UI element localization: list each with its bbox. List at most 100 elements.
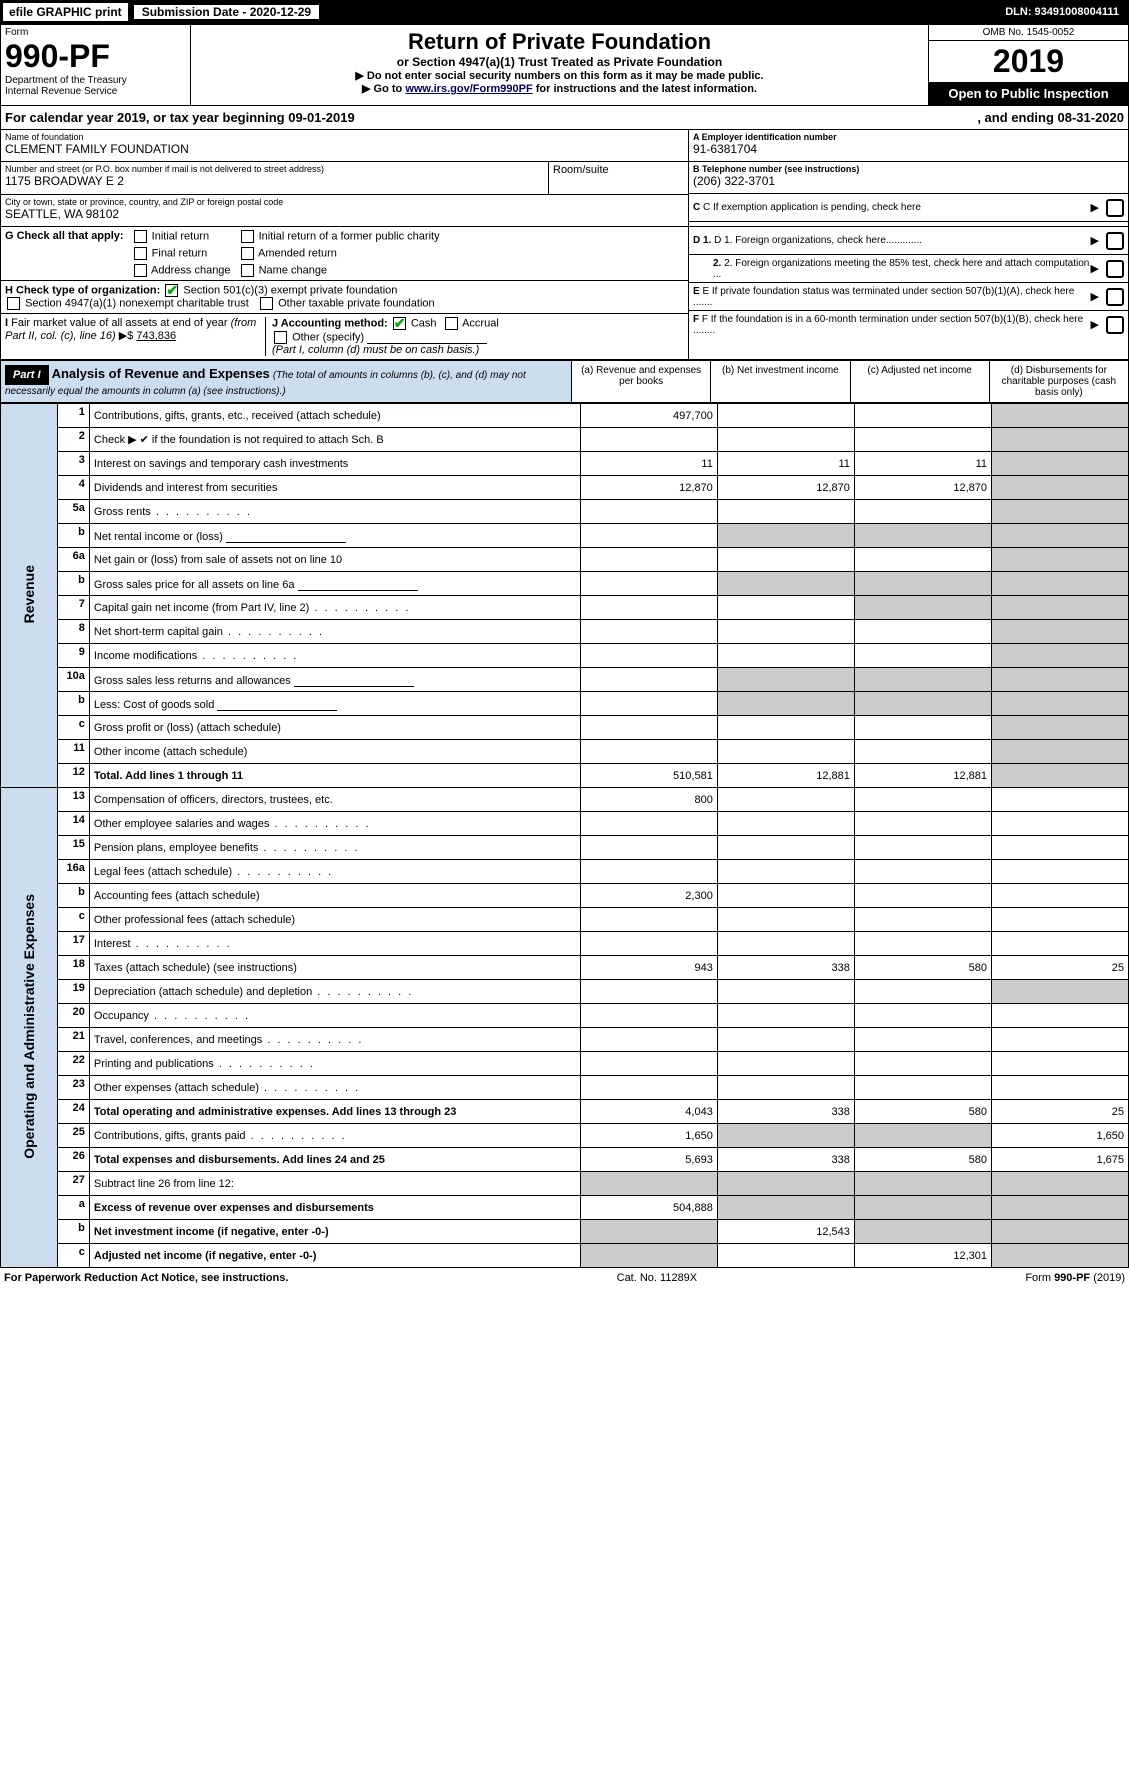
d2-checkbox[interactable] — [1106, 260, 1124, 278]
col-b-hdr: (b) Net investment income — [710, 361, 849, 402]
irs-link[interactable]: www.irs.gov/Form990PF — [405, 83, 532, 95]
cb-cash[interactable] — [393, 317, 406, 330]
cb-other-tax[interactable] — [260, 297, 273, 310]
form-title-row: Form 990-PF Department of the Treasury I… — [0, 24, 1129, 106]
form-number: 990-PF — [5, 38, 186, 75]
table-row: 18Taxes (attach schedule) (see instructi… — [1, 956, 1129, 980]
cb-name-chg[interactable] — [241, 264, 254, 277]
dln: DLN: 93491008004111 — [997, 6, 1127, 18]
room-label: Room/suite — [553, 164, 684, 176]
instr1: ▶ Do not enter social security numbers o… — [195, 69, 924, 82]
c-checkbox[interactable] — [1106, 199, 1124, 217]
table-row: bNet rental income or (loss) — [1, 524, 1129, 548]
i-label: I Fair market value of all assets at end… — [5, 317, 256, 342]
table-row: 20Occupancy — [1, 1004, 1129, 1028]
table-row: cAdjusted net income (if negative, enter… — [1, 1244, 1129, 1268]
open-public: Open to Public Inspection — [929, 82, 1128, 105]
table-row: Operating and Administrative Expenses13C… — [1, 788, 1129, 812]
table-row: 22Printing and publications — [1, 1052, 1129, 1076]
cb-accrual[interactable] — [445, 317, 458, 330]
cb-addr-chg[interactable] — [134, 264, 147, 277]
table-row: bLess: Cost of goods sold — [1, 692, 1129, 716]
table-row: 14Other employee salaries and wages — [1, 812, 1129, 836]
table-row: 15Pension plans, employee benefits — [1, 836, 1129, 860]
table-row: 9Income modifications — [1, 644, 1129, 668]
cal-year-begin: For calendar year 2019, or tax year begi… — [5, 110, 977, 125]
d1-label: D 1. D 1. Foreign organizations, check h… — [693, 235, 1090, 246]
cb-initial[interactable] — [134, 230, 147, 243]
j-label: J Accounting method: — [272, 317, 388, 329]
g-label: G Check all that apply: — [5, 230, 124, 242]
d1-checkbox[interactable] — [1106, 232, 1124, 250]
table-row: 12Total. Add lines 1 through 11510,58112… — [1, 764, 1129, 788]
table-row: cOther professional fees (attach schedul… — [1, 908, 1129, 932]
table-row: cGross profit or (loss) (attach schedule… — [1, 716, 1129, 740]
table-row: 19Depreciation (attach schedule) and dep… — [1, 980, 1129, 1004]
cal-year-end: , and ending 08-31-2020 — [977, 110, 1124, 125]
cb-4947[interactable] — [7, 297, 20, 310]
table-row: 11Other income (attach schedule) — [1, 740, 1129, 764]
foundation-name: CLEMENT FAMILY FOUNDATION — [5, 142, 684, 156]
table-row: bAccounting fees (attach schedule)2,300 — [1, 884, 1129, 908]
irs: Internal Revenue Service — [5, 86, 186, 97]
cb-501c3[interactable] — [165, 284, 178, 297]
table-row: 5aGross rents — [1, 500, 1129, 524]
part1-badge: Part I — [5, 365, 49, 385]
footer: For Paperwork Reduction Act Notice, see … — [0, 1268, 1129, 1288]
table-row: Revenue1Contributions, gifts, grants, et… — [1, 404, 1129, 428]
col-a-hdr: (a) Revenue and expenses per books — [571, 361, 710, 402]
table-row: 24Total operating and administrative exp… — [1, 1100, 1129, 1124]
name-label: Name of foundation — [5, 132, 684, 142]
footer-mid: Cat. No. 11289X — [617, 1272, 698, 1284]
j-note: (Part I, column (d) must be on cash basi… — [272, 344, 479, 356]
table-row: 7Capital gain net income (from Part IV, … — [1, 596, 1129, 620]
address: 1175 BROADWAY E 2 — [5, 174, 544, 188]
instr2: ▶ Go to www.irs.gov/Form990PF for instru… — [195, 82, 924, 95]
col-d-hdr: (d) Disbursements for charitable purpose… — [989, 361, 1128, 402]
main-title: Return of Private Foundation — [195, 29, 924, 55]
c-label: C C If exemption application is pending,… — [693, 202, 1090, 213]
table-row: 10aGross sales less returns and allowanc… — [1, 668, 1129, 692]
table-row: 23Other expenses (attach schedule) — [1, 1076, 1129, 1100]
e-checkbox[interactable] — [1106, 288, 1124, 306]
footer-left: For Paperwork Reduction Act Notice, see … — [4, 1272, 288, 1284]
tax-year: 2019 — [929, 41, 1128, 82]
f-label: F F If the foundation is in a 60-month t… — [693, 314, 1090, 336]
cb-amended[interactable] — [241, 247, 254, 260]
table-row: 6aNet gain or (loss) from sale of assets… — [1, 548, 1129, 572]
efile-label: efile GRAPHIC print — [2, 2, 129, 22]
analysis-header: Part I Analysis of Revenue and Expenses … — [0, 360, 1129, 403]
table-row: 26Total expenses and disbursements. Add … — [1, 1148, 1129, 1172]
form-word: Form — [5, 27, 186, 38]
table-row: 17Interest — [1, 932, 1129, 956]
table-row: aExcess of revenue over expenses and dis… — [1, 1196, 1129, 1220]
phone-label: B Telephone number (see instructions) — [693, 164, 1124, 174]
col-c-hdr: (c) Adjusted net income — [850, 361, 989, 402]
h-label: H Check type of organization: — [5, 284, 160, 296]
table-row: 25Contributions, gifts, grants paid1,650… — [1, 1124, 1129, 1148]
omb: OMB No. 1545-0052 — [929, 25, 1128, 41]
part1-title: Analysis of Revenue and Expenses — [52, 366, 270, 381]
f-checkbox[interactable] — [1106, 316, 1124, 334]
phone: (206) 322-3701 — [693, 174, 1124, 188]
header-bar: efile GRAPHIC print Submission Date - 20… — [0, 0, 1129, 24]
city: SEATTLE, WA 98102 — [5, 207, 684, 221]
table-row: 8Net short-term capital gain — [1, 620, 1129, 644]
subtitle: or Section 4947(a)(1) Trust Treated as P… — [195, 55, 924, 69]
table-row: 21Travel, conferences, and meetings — [1, 1028, 1129, 1052]
addr-label: Number and street (or P.O. box number if… — [5, 164, 544, 174]
calendar-year-row: For calendar year 2019, or tax year begi… — [0, 106, 1129, 130]
cb-final[interactable] — [134, 247, 147, 260]
ein: 91-6381704 — [693, 142, 1124, 156]
table-row: 2Check ▶ ✔ if the foundation is not requ… — [1, 428, 1129, 452]
lines-table: Revenue1Contributions, gifts, grants, et… — [0, 403, 1129, 1268]
cb-other-acct[interactable] — [274, 331, 287, 344]
table-row: 27Subtract line 26 from line 12: — [1, 1172, 1129, 1196]
info-block: Name of foundation CLEMENT FAMILY FOUNDA… — [0, 130, 1129, 227]
city-label: City or town, state or province, country… — [5, 197, 684, 207]
table-row: 4Dividends and interest from securities1… — [1, 476, 1129, 500]
d2-label: 2. 2. Foreign organizations meeting the … — [693, 258, 1090, 280]
table-row: 3Interest on savings and temporary cash … — [1, 452, 1129, 476]
e-label: E E If private foundation status was ter… — [693, 286, 1090, 308]
cb-initial-former[interactable] — [241, 230, 254, 243]
